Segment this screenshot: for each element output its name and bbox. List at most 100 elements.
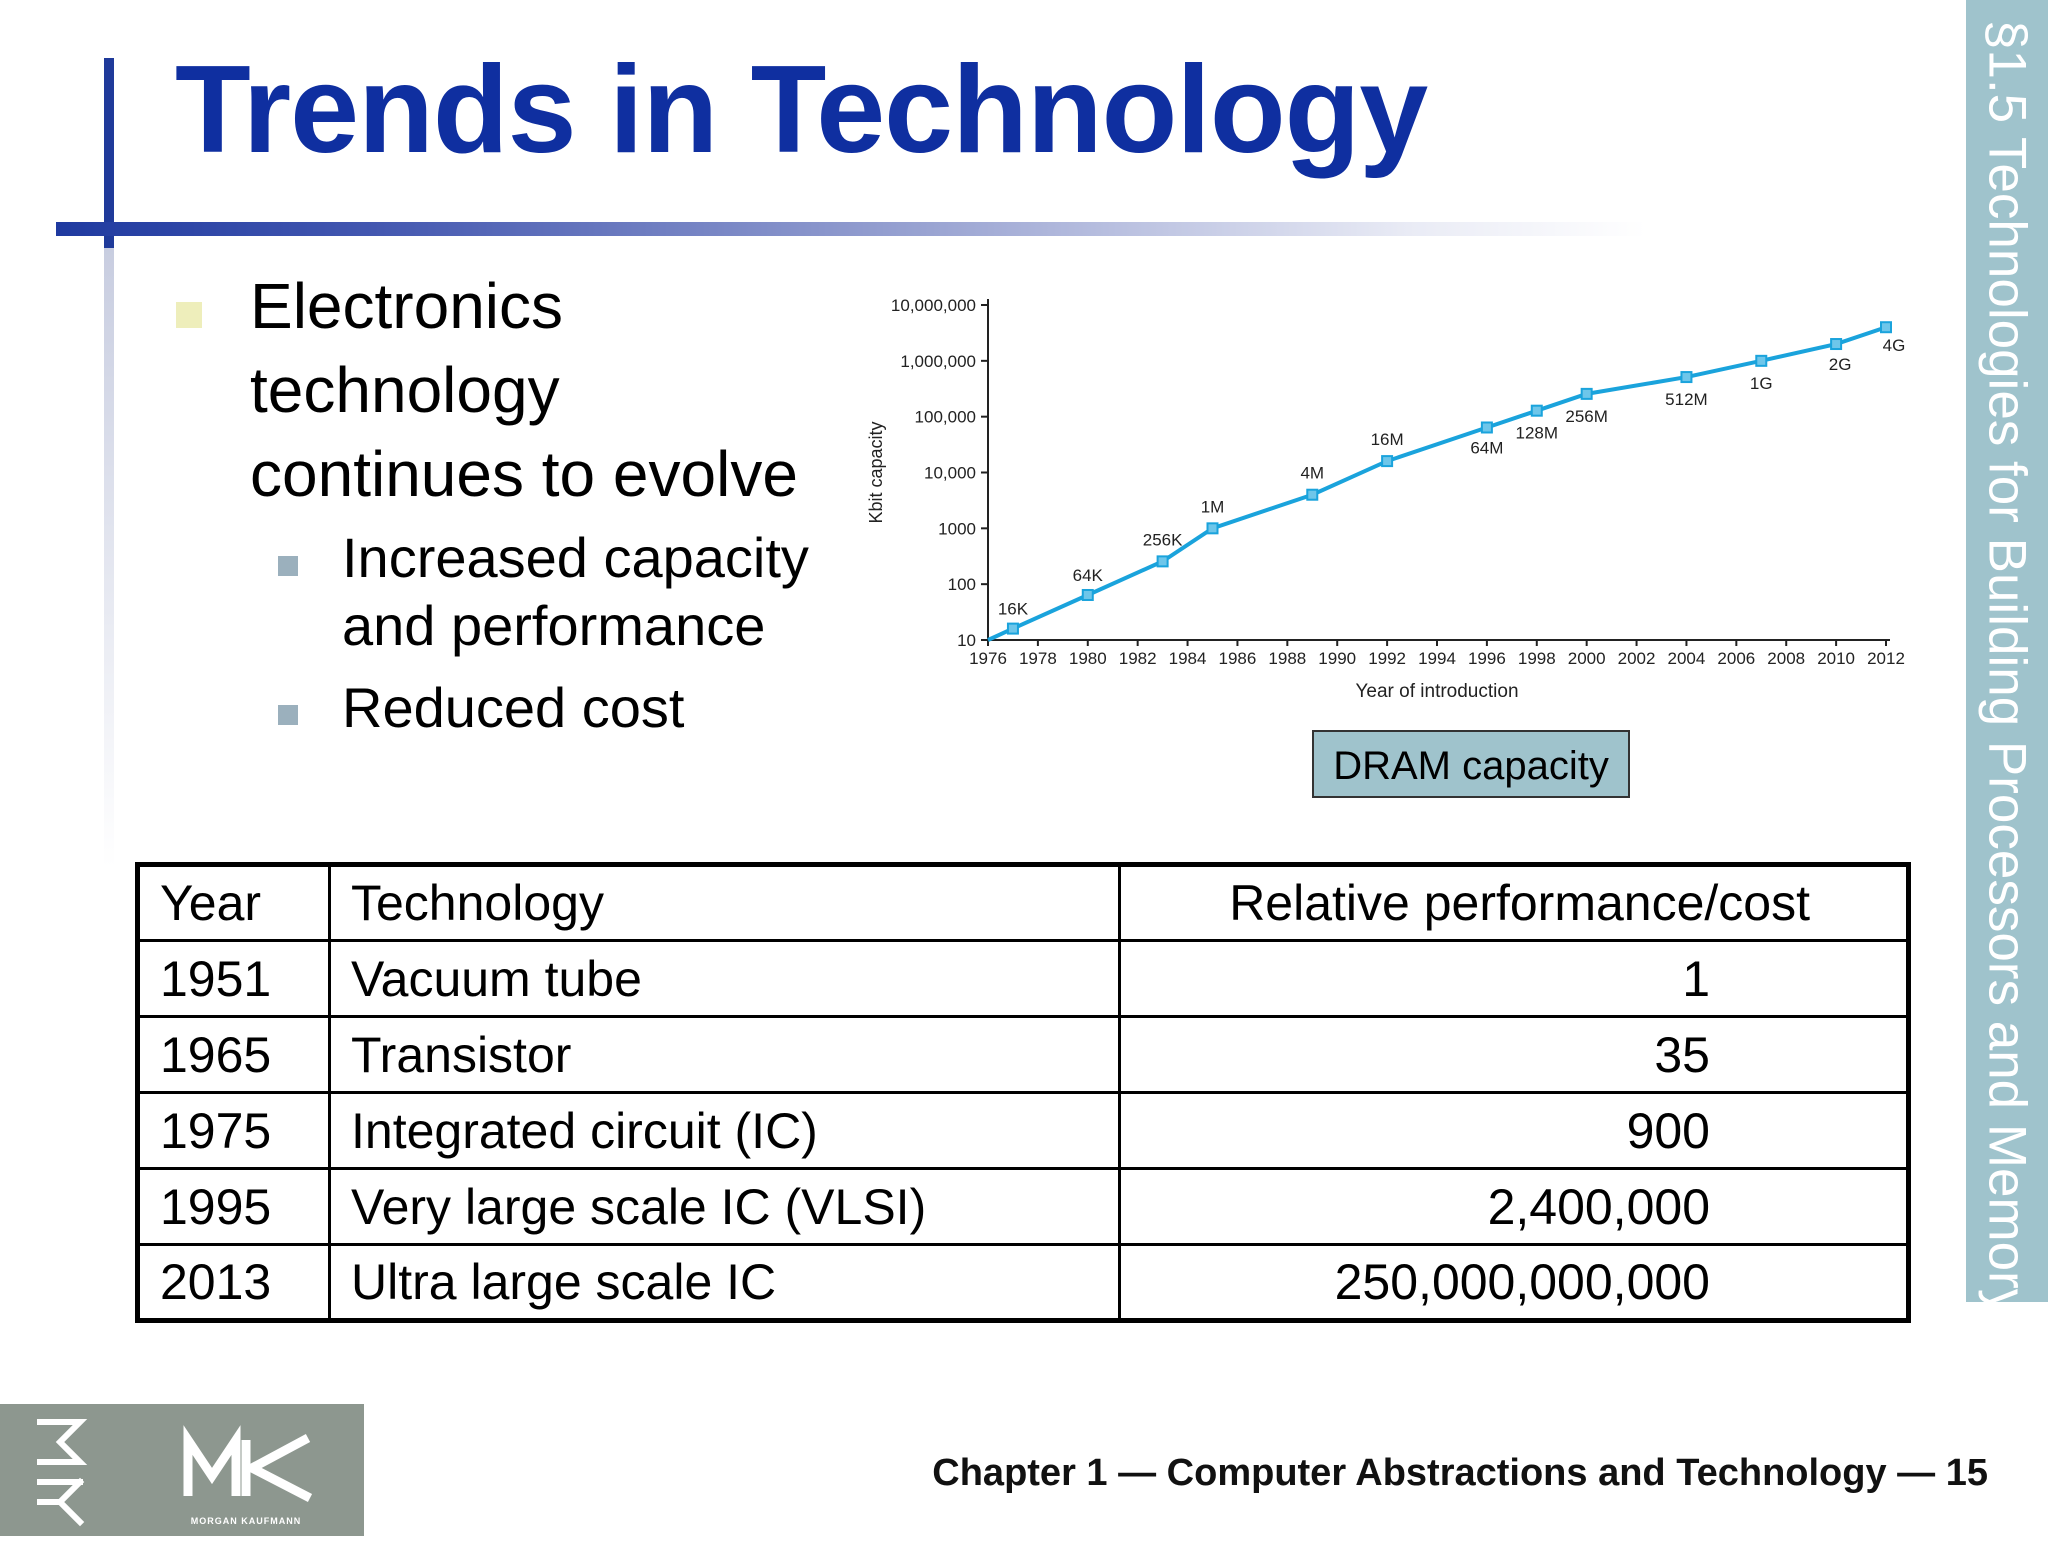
- x-tick-label: 2006: [1717, 649, 1755, 668]
- sub-bullet-square-icon: [278, 705, 298, 725]
- capacity-series-points: [1006, 321, 1892, 635]
- main-bullet-line-3: continues to evolve: [250, 438, 798, 510]
- performance-cost-table: Year Technology Relative performance/cos…: [135, 862, 1911, 1323]
- x-tick-label: 2000: [1568, 649, 1606, 668]
- chart-caption-box: DRAM capacity: [1312, 730, 1630, 798]
- x-tick-label: 1992: [1368, 649, 1406, 668]
- sub-bullet-capacity-line-1: Increased capacity: [342, 526, 809, 589]
- capacity-point-label: 16K: [998, 600, 1029, 619]
- x-tick-label: 1994: [1418, 649, 1456, 668]
- cell-technology: Vacuum tube: [328, 939, 1121, 1018]
- sub-bullet-capacity-text: Increased capacity and performance: [342, 524, 809, 660]
- table-row: 1951 Vacuum tube 1: [136, 939, 1910, 1018]
- x-tick-label: 1984: [1169, 649, 1207, 668]
- x-tick-label: 1988: [1268, 649, 1306, 668]
- capacity-point: [1081, 588, 1094, 601]
- x-tick-label: 1996: [1468, 649, 1506, 668]
- capacity-point-label: 4M: [1300, 464, 1324, 483]
- capacity-point: [1680, 371, 1693, 384]
- capacity-point: [1530, 404, 1543, 417]
- x-axis-label: Year of introduction: [1355, 681, 1518, 702]
- cell-relative-performance: 900: [1118, 1091, 1910, 1170]
- x-tick-label: 2002: [1618, 649, 1656, 668]
- slide-footer: Chapter 1 — Computer Abstractions and Te…: [932, 1452, 1988, 1494]
- y-tick-labels: 10 100 1000 10,000 100,000 1,000,000 10,000,00…: [891, 296, 976, 650]
- logo-subtitle: MORGAN KAUFMANN: [191, 1516, 302, 1526]
- chart-axes: [981, 299, 1890, 646]
- y-tick-label: 1,000,000: [900, 352, 976, 371]
- bullet-square-icon: [176, 302, 202, 328]
- capacity-point-label: 16M: [1371, 430, 1404, 449]
- section-side-tab: [1966, 0, 2048, 1302]
- capacity-point: [1156, 555, 1169, 568]
- cell-year: 1965: [136, 1015, 331, 1094]
- capacity-point-label: 256M: [1565, 407, 1608, 426]
- capacity-point-label: 64K: [1073, 566, 1104, 585]
- capacity-point-label: 256K: [1143, 530, 1183, 549]
- section-side-tab-label: §1.5 Technologies for Building Processor…: [1977, 20, 2037, 1316]
- capacity-point-label: 128M: [1516, 424, 1559, 443]
- cell-technology: Very large scale IC (VLSI): [328, 1167, 1121, 1246]
- x-tick-label: 1990: [1318, 649, 1356, 668]
- main-bullet-text: Electronics technology continues to evol…: [250, 264, 798, 516]
- cell-relative-performance: 35: [1118, 1015, 1910, 1094]
- capacity-point: [1206, 522, 1219, 535]
- title-underline-bar: [56, 222, 1646, 236]
- x-tick-label: 1980: [1069, 649, 1107, 668]
- capacity-point: [1755, 354, 1768, 367]
- sub-bullet-capacity-line-2: and performance: [342, 594, 766, 657]
- cell-relative-performance: 2,400,000: [1118, 1167, 1910, 1246]
- x-tick-labels: 1976 1978 1980 1982 1984 1986 1988 1990 1992 1994…: [969, 649, 1905, 668]
- capacity-point: [1381, 455, 1394, 468]
- capacity-point-label: 2G: [1829, 355, 1852, 374]
- morgan-kaufmann-logo-icon: MORGAN KAUFMANN: [37, 1419, 313, 1527]
- capacity-point-labels: 16K 64K 256K 1M 4M 16M 64M 128M 256M 512M 1G 2G 4G: [998, 336, 1906, 618]
- x-tick-label: 1998: [1518, 649, 1556, 668]
- cell-year: 2013: [136, 1243, 331, 1322]
- left-accent-fade: [104, 248, 114, 868]
- header-year: Year: [136, 863, 331, 942]
- table-header-row: Year Technology Relative performance/cos…: [136, 863, 1910, 942]
- table-row: 1995 Very large scale IC (VLSI) 2,400,00…: [136, 1167, 1910, 1246]
- table-row: 1965 Transistor 35: [136, 1015, 1910, 1094]
- header-relative-performance: Relative performance/cost: [1118, 863, 1910, 942]
- x-tick-label: 2012: [1867, 649, 1905, 668]
- capacity-series-line: [987, 325, 1887, 642]
- cell-relative-performance: 1: [1118, 939, 1910, 1018]
- x-tick-label: 1978: [1019, 649, 1057, 668]
- y-tick-label: 100: [948, 575, 976, 594]
- main-bullet-line-2: technology: [250, 354, 560, 426]
- main-bullet-line-1: Electronics: [250, 270, 563, 342]
- capacity-point: [1306, 488, 1319, 501]
- sub-bullet-square-icon: [278, 556, 298, 576]
- capacity-point-label: 64M: [1470, 438, 1503, 457]
- cell-year: 1995: [136, 1167, 331, 1246]
- cell-technology: Transistor: [328, 1015, 1121, 1094]
- capacity-point: [1480, 421, 1493, 434]
- x-tick-label: 1976: [969, 649, 1007, 668]
- y-tick-label: 100,000: [915, 408, 976, 427]
- capacity-point-label: 1G: [1750, 374, 1773, 393]
- cell-year: 1951: [136, 939, 331, 1018]
- y-tick-label: 10,000,000: [891, 296, 976, 315]
- capacity-point: [1880, 321, 1892, 334]
- table-row: 1975 Integrated circuit (IC) 900: [136, 1091, 1910, 1170]
- header-technology: Technology: [328, 863, 1121, 942]
- capacity-point-label: 512M: [1665, 390, 1708, 409]
- publisher-logo-panel: MORGAN KAUFMANN: [0, 1404, 364, 1536]
- dram-capacity-chart: 10 100 1000 10,000 100,000 1,000,000 10,000,00…: [866, 296, 1906, 702]
- slide-title: Trends in Technology: [175, 41, 1428, 179]
- capacity-point: [1830, 338, 1843, 351]
- y-axis-label: Kbit capacity: [866, 421, 886, 523]
- sub-bullet-cost-text: Reduced cost: [342, 676, 685, 739]
- cell-relative-performance: 250,000,000,000: [1118, 1243, 1910, 1322]
- title-accent-vertical-bar: [104, 58, 114, 248]
- capacity-point: [1580, 387, 1593, 400]
- capacity-point-label: 4G: [1883, 336, 1906, 355]
- x-tick-label: 1986: [1219, 649, 1257, 668]
- y-tick-label: 10,000: [924, 464, 976, 483]
- x-tick-label: 2004: [1668, 649, 1706, 668]
- cell-technology: Ultra large scale IC: [328, 1243, 1121, 1322]
- capacity-point-label: 1M: [1201, 497, 1225, 516]
- x-tick-label: 1982: [1119, 649, 1157, 668]
